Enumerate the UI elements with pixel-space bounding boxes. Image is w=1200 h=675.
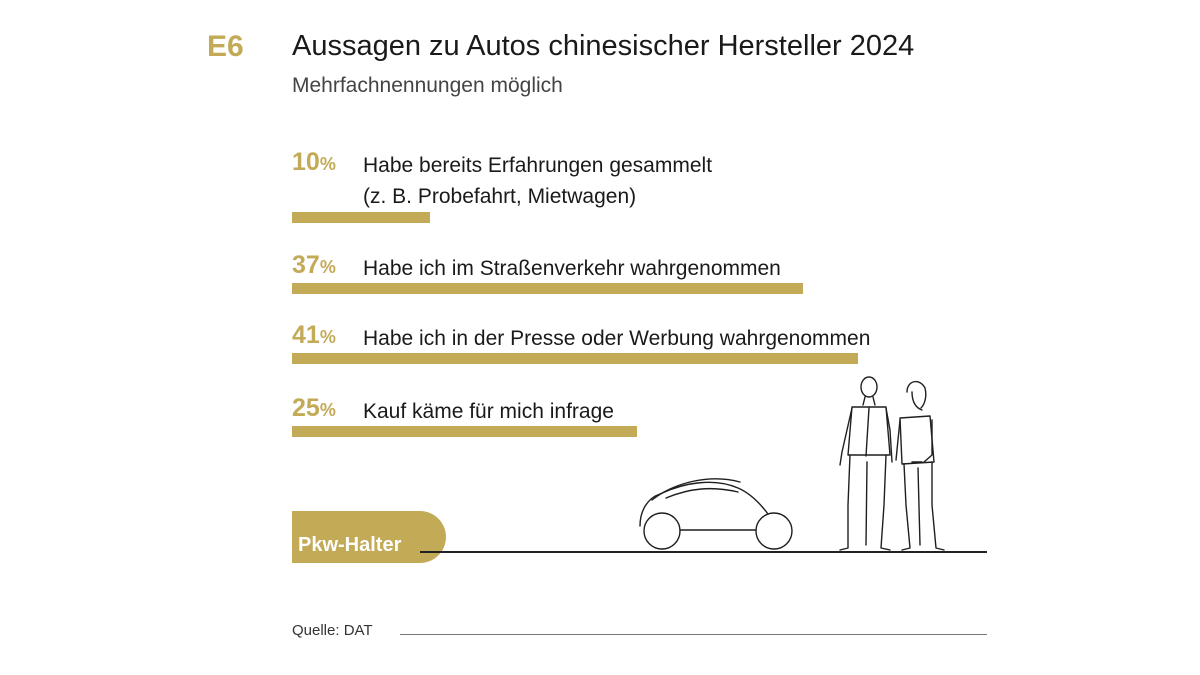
value-number: 10 bbox=[292, 148, 320, 176]
category-label-line: Habe ich im Straßenverkehr wahrgenommen bbox=[363, 257, 781, 280]
category-label: Kauf käme für mich infrage bbox=[363, 396, 614, 427]
value-label: 25% bbox=[292, 394, 336, 423]
car-icon bbox=[639, 478, 793, 550]
bar bbox=[292, 353, 858, 364]
source-divider bbox=[400, 634, 987, 635]
chart-subtitle: Mehrfachnennungen möglich bbox=[292, 74, 563, 97]
bar bbox=[292, 212, 430, 223]
value-number: 41 bbox=[292, 321, 320, 349]
category-label: Habe ich in der Presse oder Werbung wahr… bbox=[363, 323, 870, 354]
pkw-halter-badge: Pkw-Halter bbox=[292, 511, 446, 563]
man-icon bbox=[839, 376, 893, 551]
category-label-line: Habe ich in der Presse oder Werbung wahr… bbox=[363, 327, 871, 350]
percent-sign: % bbox=[319, 327, 336, 347]
value-label: 37% bbox=[292, 251, 336, 280]
percent-sign: % bbox=[319, 257, 336, 277]
badge-label: Pkw-Halter bbox=[298, 534, 402, 556]
bar bbox=[292, 283, 803, 294]
car-and-people-illustration bbox=[639, 376, 945, 551]
chart-title: Aussagen zu Autos chinesischer Herstelle… bbox=[292, 30, 915, 62]
ground-line bbox=[420, 551, 987, 553]
category-label: Habe ich im Straßenverkehr wahrgenommen bbox=[363, 253, 781, 284]
source-note: Quelle: DAT bbox=[292, 622, 373, 639]
woman-icon bbox=[895, 381, 945, 551]
value-label: 41% bbox=[292, 321, 336, 350]
bar bbox=[292, 426, 637, 437]
value-number: 25 bbox=[292, 394, 320, 422]
category-label-line: (z. B. Probefahrt, Mietwagen) bbox=[363, 185, 637, 208]
category-label-line: Kauf käme für mich infrage bbox=[363, 400, 614, 423]
category-label: Habe bereits Erfahrungen gesammelt (z. B.… bbox=[363, 150, 712, 212]
value-label: 10% bbox=[292, 148, 336, 177]
percent-sign: % bbox=[319, 154, 336, 174]
category-label-line: Habe bereits Erfahrungen gesammelt bbox=[363, 154, 713, 177]
value-number: 37 bbox=[292, 251, 320, 279]
chart-code: E6 bbox=[207, 30, 244, 63]
percent-sign: % bbox=[319, 400, 336, 420]
